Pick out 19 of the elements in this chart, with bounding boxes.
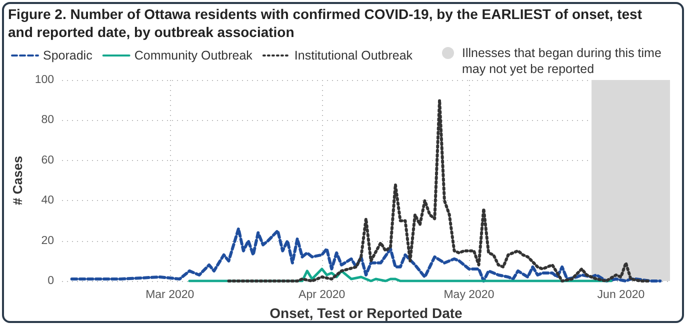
y-tick-label: 20 [41,234,54,247]
y-tick-label: 0 [48,275,54,287]
x-tick-label: Apr 2020 [298,289,346,301]
line-series [70,227,662,282]
legend-label: Illnesses that began during this time may not yet be reported [462,45,662,77]
x-tick-label: Mar 2020 [146,289,194,301]
y-tick-label: 60 [41,154,54,166]
legend-label: Institutional Outbreak [294,48,414,62]
x-tick-label: Jun 2020 [597,289,645,301]
y-axis-title: # Cases [10,156,25,206]
x-tick-label: May 2020 [444,289,494,301]
legend-label: Sporadic [43,48,92,62]
chart-title: Figure 2. Number of Ottawa residents with confirmed COVID-19, by the EARLIEST of onset, test and reported date, by outbreak association [8,5,643,41]
y-tick-label: 100 [34,74,54,86]
x-axis-title: Onset, Test or Reported Date [270,304,463,321]
y-tick-label: 40 [41,194,54,207]
y-tick-label: 80 [41,114,54,126]
line-series [227,98,652,282]
legend-label: Community Outbreak [134,48,254,62]
